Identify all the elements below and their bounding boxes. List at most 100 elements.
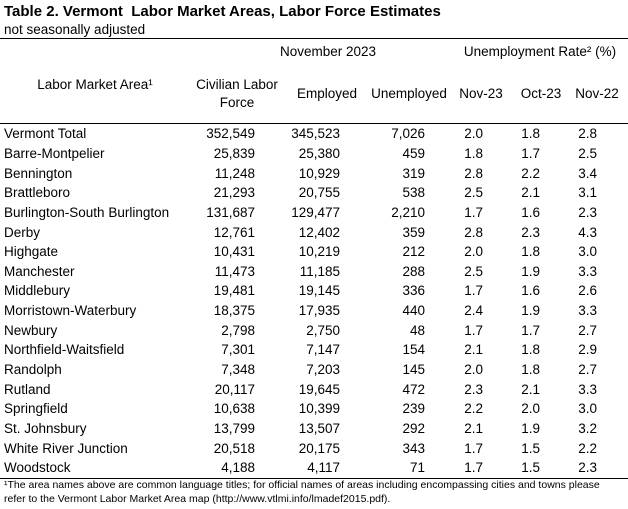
civilian-labor-force-cell: 2,798 bbox=[221, 322, 255, 338]
table-row: Derby 12,761 12,402 359 2.8 2.3 4.3 bbox=[0, 222, 597, 242]
table-row: Randolph 7,348 7,203 145 2.0 1.8 2.7 bbox=[0, 360, 597, 380]
rate-oct23-cell: 1.9 bbox=[521, 420, 540, 436]
civilian-labor-force-cell: 10,431 bbox=[213, 244, 255, 260]
unemployed-cell: 343 bbox=[402, 440, 425, 456]
group-header-unemployment-rate: Unemployment Rate² (%) bbox=[463, 44, 617, 59]
header-bottom-rule bbox=[0, 123, 628, 124]
table-row: Woodstock 4,188 4,117 71 1.7 1.5 2.3 bbox=[0, 458, 597, 478]
unemployed-cell: 145 bbox=[402, 362, 425, 377]
unemployed-cell: 2,210 bbox=[391, 204, 425, 220]
area-name-cell: Newbury bbox=[4, 322, 58, 338]
rate-oct23-cell: 2.0 bbox=[521, 401, 540, 417]
table-row: Rutland 20,117 19,645 472 2.3 2.1 3.3 bbox=[0, 379, 597, 399]
rate-oct23-cell: 1.9 bbox=[521, 263, 540, 279]
unemployed-cell: 336 bbox=[402, 283, 425, 299]
labor-force-table: Vermont Total 352,549 345,523 7,026 2.0 1.8 2.… bbox=[0, 124, 597, 478]
table-row: Morristown-Waterbury 18,375 17,935 440 2.4 1.… bbox=[0, 301, 597, 321]
col-header-nov22: Nov-22 bbox=[575, 86, 619, 101]
rate-nov22-cell: 3.4 bbox=[578, 165, 597, 181]
rate-nov23-cell: 2.4 bbox=[464, 303, 483, 319]
area-name-cell: White River Junction bbox=[4, 440, 128, 456]
rate-nov22-cell: 2.3 bbox=[578, 460, 597, 476]
table-title: Table 2. Vermont Labor Market Areas, Lab… bbox=[4, 3, 441, 20]
rate-nov22-cell: 2.8 bbox=[578, 126, 597, 142]
rate-nov23-cell: 2.3 bbox=[464, 381, 483, 397]
civilian-labor-force-cell: 25,839 bbox=[213, 145, 255, 161]
civilian-labor-force-cell: 4,188 bbox=[221, 460, 255, 476]
rate-nov22-cell: 4.3 bbox=[578, 224, 597, 240]
civilian-labor-force-cell: 12,761 bbox=[213, 224, 255, 240]
table-row: Middlebury 19,481 19,145 336 1.7 1.6 2.6 bbox=[0, 281, 597, 301]
unemployed-cell: 359 bbox=[402, 224, 425, 240]
rate-oct23-cell: 1.9 bbox=[521, 303, 540, 319]
employed-cell: 12,402 bbox=[298, 224, 340, 240]
rate-oct23-cell: 1.7 bbox=[521, 145, 540, 161]
rate-nov23-cell: 1.7 bbox=[464, 440, 483, 456]
rate-nov22-cell: 2.9 bbox=[578, 342, 597, 358]
area-name-cell: Morristown-Waterbury bbox=[4, 303, 137, 319]
rate-oct23-cell: 1.5 bbox=[521, 460, 540, 476]
unemployed-cell: 292 bbox=[402, 420, 425, 436]
rate-nov23-cell: 1.7 bbox=[464, 322, 483, 338]
table-row: Bennington 11,248 10,929 319 2.8 2.2 3.4 bbox=[0, 163, 597, 183]
rate-oct23-cell: 1.8 bbox=[521, 362, 540, 377]
rate-oct23-cell: 1.8 bbox=[521, 126, 540, 142]
unemployed-cell: 212 bbox=[402, 244, 425, 260]
employed-cell: 10,929 bbox=[298, 165, 340, 181]
rate-nov23-cell: 2.5 bbox=[464, 263, 483, 279]
unemployed-cell: 319 bbox=[402, 165, 425, 181]
civilian-labor-force-cell: 11,473 bbox=[214, 263, 255, 279]
table-row: Manchester 11,473 11,185 288 2.5 1.9 3.3 bbox=[0, 261, 597, 281]
unemployed-cell: 459 bbox=[402, 145, 425, 161]
header-top-rule bbox=[0, 38, 628, 39]
rate-oct23-cell: 1.8 bbox=[521, 342, 540, 358]
col-header-oct23: Oct-23 bbox=[520, 86, 562, 101]
table-row: Barre-Montpelier 25,839 25,380 459 1.8 1.7 2.5 bbox=[0, 144, 597, 164]
rate-nov22-cell: 2.7 bbox=[578, 362, 597, 377]
footnote: ¹The area names above are common languag… bbox=[4, 479, 600, 505]
area-name-cell: Springfield bbox=[4, 401, 68, 417]
rate-nov23-cell: 2.1 bbox=[464, 420, 483, 436]
unemployed-cell: 288 bbox=[402, 263, 425, 279]
area-name-cell: Brattleboro bbox=[4, 185, 71, 201]
area-name-cell: Highgate bbox=[4, 244, 59, 260]
employed-cell: 17,935 bbox=[298, 303, 340, 319]
employed-cell: 345,523 bbox=[291, 126, 340, 142]
col-header-force-line1: Civilian Labor bbox=[196, 77, 278, 92]
rate-oct23-cell: 1.5 bbox=[521, 440, 540, 456]
unemployed-cell: 7,026 bbox=[391, 126, 425, 142]
civilian-labor-force-cell: 11,248 bbox=[214, 165, 255, 181]
area-name-cell: Burlington-South Burlington bbox=[4, 204, 170, 220]
rate-oct23-cell: 2.2 bbox=[521, 165, 540, 181]
rate-oct23-cell: 1.6 bbox=[521, 204, 540, 220]
rate-nov23-cell: 1.7 bbox=[464, 204, 483, 220]
unemployed-cell: 538 bbox=[402, 185, 425, 201]
employed-cell: 10,399 bbox=[298, 401, 340, 417]
area-name-cell: Rutland bbox=[4, 381, 51, 397]
civilian-labor-force-cell: 20,518 bbox=[213, 440, 255, 456]
table-row: Burlington-South Burlington 131,687 129,47… bbox=[0, 203, 597, 223]
table-row: St. Johnsbury 13,799 13,507 292 2.1 1.9 3.2 bbox=[0, 419, 597, 439]
rate-nov23-cell: 1.7 bbox=[464, 460, 483, 476]
rate-nov22-cell: 3.3 bbox=[578, 263, 597, 279]
table-row: Brattleboro 21,293 20,755 538 2.5 2.1 3.1 bbox=[0, 183, 597, 203]
col-header-employed: Employed bbox=[296, 86, 358, 101]
rate-nov22-cell: 3.3 bbox=[578, 303, 597, 319]
civilian-labor-force-cell: 352,549 bbox=[206, 126, 255, 142]
civilian-labor-force-cell: 7,348 bbox=[221, 362, 255, 377]
group-header-november: November 2023 bbox=[279, 44, 377, 59]
table-row: Springfield 10,638 10,399 239 2.2 2.0 3.0 bbox=[0, 399, 597, 419]
employed-cell: 19,645 bbox=[298, 381, 340, 397]
civilian-labor-force-cell: 20,117 bbox=[214, 381, 255, 397]
unemployed-cell: 239 bbox=[402, 401, 425, 417]
rate-nov23-cell: 2.8 bbox=[464, 224, 483, 240]
employed-cell: 129,477 bbox=[291, 204, 340, 220]
unemployed-cell: 440 bbox=[402, 303, 425, 319]
rate-nov23-cell: 2.1 bbox=[464, 342, 483, 358]
employed-cell: 2,750 bbox=[306, 322, 340, 338]
area-name-cell: Bennington bbox=[4, 165, 73, 181]
col-header-nov23: Nov-23 bbox=[459, 86, 503, 101]
area-name-cell: Vermont Total bbox=[4, 126, 87, 142]
rate-oct23-cell: 1.6 bbox=[521, 283, 540, 299]
rate-oct23-cell: 2.1 bbox=[521, 381, 540, 397]
